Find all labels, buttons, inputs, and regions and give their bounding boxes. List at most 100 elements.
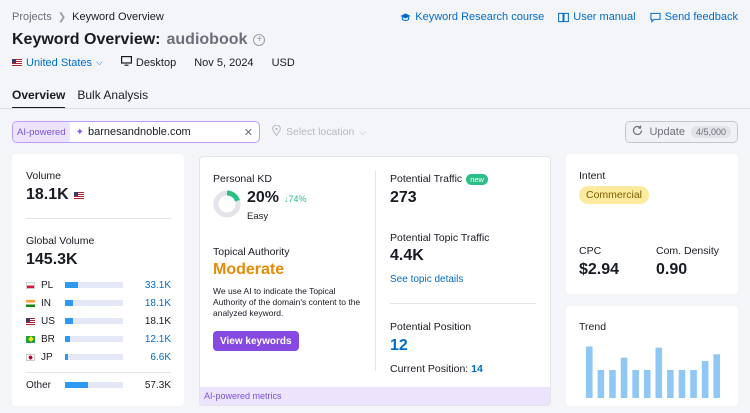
page-title: Keyword Overview: audiobook + [12,31,266,49]
update-count: 4/5,000 [690,126,731,138]
keyword-course-link[interactable]: Keyword Research course [400,11,544,23]
domain-input-value[interactable]: barnesandnoble.com [87,126,191,138]
country-code: US [41,315,55,327]
topical-authority-description: We use AI to indicate the Topical Author… [213,286,361,318]
update-button[interactable]: Update 4/5,000 [625,121,738,143]
potential-position-label: Potential Position [390,321,472,333]
clear-icon[interactable]: ✕ [243,126,253,139]
trend-bar[interactable] [620,357,628,398]
divider [26,372,171,373]
global-volume-label: Global Volume [26,235,95,247]
currency-label: USD [271,56,295,69]
user-manual-label: User manual [573,11,636,23]
volume-bar-fill [65,336,70,342]
tab-divider [0,108,750,109]
trend-bar[interactable] [667,370,674,398]
trend-bar[interactable] [713,354,720,398]
arrow-down-icon: ↓ [284,194,289,204]
new-badge: new [466,173,488,185]
send-feedback-link[interactable]: Send feedback [650,11,738,23]
potential-position-value: 12 [390,337,408,354]
volume-bar-fill [65,282,79,288]
trend-bar[interactable] [643,370,651,398]
add-plus-icon[interactable]: + [253,34,266,46]
kd-change-value: 74% [288,194,307,204]
trend-bar[interactable] [597,370,605,398]
volume-bar-track [65,318,123,324]
country-volume[interactable]: 18.1K [144,297,171,309]
country-row-other: Other 57.3K [26,378,171,392]
trend-bar[interactable] [632,370,639,398]
refresh-icon [632,125,643,139]
country-row-us[interactable]: US 18.1K [26,314,171,328]
volume-value-row: 18.1K [26,186,84,204]
trend-chart [586,346,720,398]
potential-topic-traffic-value: 4.4K [390,247,424,264]
trend-card: Trend [566,306,738,406]
country-row-in[interactable]: IN 18.1K [26,296,171,310]
country-row-br[interactable]: BR 12.1K [26,332,171,346]
ai-powered-tag: AI-powered [13,122,70,142]
kd-value: 20% [247,189,280,206]
chevron-down-icon: ⌵ [96,57,103,67]
trend-bar[interactable] [655,347,663,398]
trend-bar[interactable] [690,370,697,398]
in-flag-icon [26,299,35,307]
trend-label: Trend [579,321,607,333]
country-volume[interactable]: 6.6K [150,351,171,363]
country-volume[interactable]: 33.1K [144,279,171,291]
device-indicator: Desktop [120,56,177,69]
global-volume-value: 145.3K [26,251,78,268]
tab-overview[interactable]: Overview [12,88,66,109]
update-label: Update [649,126,685,138]
country-code: IN [41,297,51,309]
breadcrumb: Projects ❯ Keyword Overview [12,11,164,23]
volume-bar-track [65,336,123,342]
page-title-keyword: audiobook [166,31,248,48]
volume-card: Volume 18.1K Global Volume 145.3K PL 33.… [12,154,184,406]
current-position-value[interactable]: 14 [471,363,483,375]
topical-authority-label: Topical Authority [213,246,290,258]
trend-bar[interactable] [701,361,709,398]
volume-bar-fill [65,354,68,360]
tab-bulk-analysis[interactable]: Bulk Analysis [77,88,149,102]
page-title-text: Keyword Overview: [12,31,161,48]
country-selector[interactable]: United States ⌵ [12,57,103,69]
country-row-pl[interactable]: PL 33.1K [26,278,171,292]
us-flag-icon [26,317,35,325]
br-flag-icon [26,335,35,343]
potential-topic-traffic-label: Potential Topic Traffic [390,232,490,244]
chevron-right-icon: ❯ [57,11,67,23]
vertical-divider [375,171,376,371]
top-bar: Projects ❯ Keyword Overview Keyword Rese… [0,0,750,110]
current-position: Current Position: 14 [390,363,483,375]
country-volume: 18.1K [144,315,171,327]
com-density-label: Com. Density [656,245,720,257]
view-keywords-button[interactable]: View keywords [213,331,299,351]
date-label: Nov 5, 2024 [194,56,254,69]
country-volume[interactable]: 12.1K [144,333,171,345]
see-topic-details-link[interactable]: See topic details [390,274,464,285]
country-code: JP [41,351,53,363]
breadcrumb-current: Keyword Overview [72,11,164,23]
divider [390,303,536,304]
kd-donut [213,190,241,223]
location-select[interactable]: Select location ⌵ [272,124,366,139]
country-row-jp[interactable]: JP 6.6K [26,350,171,364]
device-label: Desktop [135,56,177,69]
trend-bar[interactable] [586,346,593,398]
intent-label: Intent [579,170,606,182]
breadcrumb-projects[interactable]: Projects [12,11,52,23]
user-manual-link[interactable]: User manual [558,11,636,23]
volume-bar-fill [65,318,73,324]
trend-bar[interactable] [609,370,616,398]
country-label: United States [26,56,93,69]
potential-traffic-label: Potential Traffic [390,173,463,185]
volume-bar-fill [65,300,73,306]
potential-traffic-value: 273 [390,189,417,206]
desktop-icon [120,56,132,69]
other-volume: 57.3K [144,379,171,391]
trend-bar[interactable] [678,370,686,398]
kd-change: ↓74% [284,194,307,204]
domain-input-box[interactable]: AI-powered ✦ barnesandnoble.com ✕ [12,121,260,143]
